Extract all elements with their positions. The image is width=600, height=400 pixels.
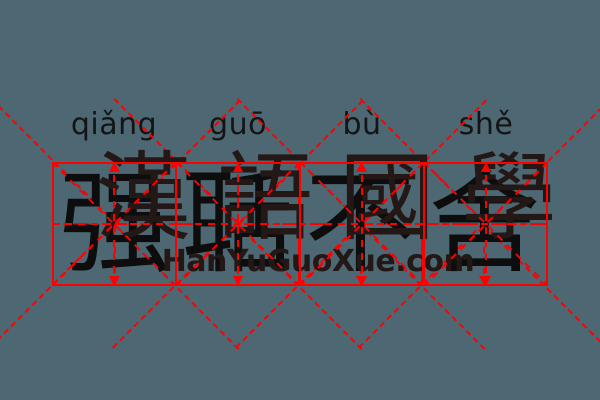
grid-cell-4: 舍	[358, 98, 600, 350]
character-glyph-2: 聒	[181, 159, 294, 289]
grid-cell-2: 聒	[111, 98, 364, 350]
pinyin-label-1: qiǎng	[70, 107, 158, 142]
pinyin-row: qiǎng guō bù shě	[52, 102, 548, 148]
character-glyph-1: 强	[58, 159, 171, 289]
pinyin-cell-4: shě	[424, 102, 548, 148]
pinyin-cell-3: bù	[300, 102, 424, 148]
pinyin-label-3: bù	[342, 107, 382, 142]
pinyin-cell-1: qiǎng	[52, 102, 176, 148]
character-glyph-4: 舍	[428, 159, 541, 289]
grid-cell-1: 强	[0, 98, 241, 350]
pinyin-label-2: guō	[209, 107, 267, 142]
grid-cell-3: 不	[234, 98, 487, 350]
pinyin-label-4: shě	[458, 107, 514, 142]
character-glyph-3: 不	[304, 159, 417, 289]
pinyin-cell-2: guō	[176, 102, 300, 148]
character-grid: 强 聒 不	[0, 98, 600, 350]
